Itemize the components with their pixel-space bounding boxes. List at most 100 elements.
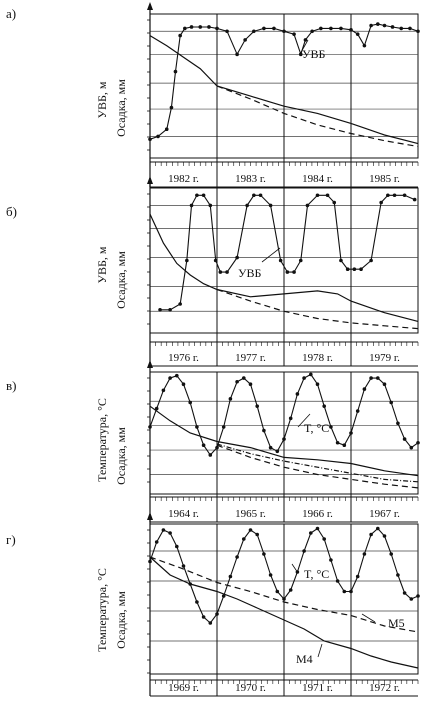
data-point (215, 26, 219, 31)
annotation-leader (317, 643, 323, 658)
data-point (389, 552, 394, 556)
data-point (339, 258, 343, 263)
data-point (189, 25, 194, 29)
x-tick-label: 1969 г. (168, 682, 199, 694)
data-point (305, 203, 310, 208)
data-point (195, 425, 199, 429)
data-point (335, 440, 340, 445)
data-point (201, 615, 206, 619)
data-point (402, 437, 407, 441)
data-point (225, 270, 229, 274)
data-point (349, 589, 353, 594)
data-point (268, 573, 273, 577)
series-line (149, 556, 419, 669)
data-point (285, 270, 290, 274)
data-point (402, 193, 407, 198)
data-point (242, 537, 246, 541)
data-point (255, 532, 259, 537)
data-point (275, 589, 280, 594)
data-point (148, 559, 152, 564)
data-point (396, 573, 400, 577)
data-point (342, 443, 347, 448)
data-point (309, 372, 313, 377)
data-point (325, 193, 330, 198)
annotation-label: T, °С (304, 567, 329, 581)
data-point (349, 28, 353, 32)
data-point (248, 382, 253, 387)
data-point (399, 26, 404, 31)
data-point (292, 270, 296, 274)
data-point (402, 591, 407, 595)
data-point (213, 258, 218, 263)
y-axis-arrow (147, 176, 153, 184)
data-point (243, 38, 247, 42)
data-point (242, 376, 246, 380)
data-point (345, 267, 350, 272)
data-point (245, 203, 249, 208)
data-point (282, 597, 286, 601)
annotation-leader (291, 563, 299, 574)
data-point (208, 203, 213, 208)
y-label-top: Температура, °С (95, 568, 109, 652)
x-tick-label: 1976 г. (168, 352, 199, 364)
data-point (298, 258, 303, 263)
data-point (154, 540, 159, 544)
data-point (258, 193, 263, 198)
series-line (149, 35, 419, 145)
x-tick-label: 1964 г. (168, 508, 199, 520)
data-point (175, 544, 179, 549)
series-line (149, 405, 419, 477)
data-point (362, 552, 367, 556)
data-point (272, 26, 276, 31)
y-label-bottom: Осадка, мм (114, 79, 128, 137)
data-point (315, 193, 320, 198)
data-point (342, 589, 347, 594)
data-point (288, 416, 293, 421)
series-line (149, 556, 419, 633)
data-point (262, 552, 266, 556)
data-point (369, 376, 373, 380)
data-point (228, 574, 233, 579)
x-tick-label: 1965 г. (235, 508, 266, 520)
data-point (416, 29, 420, 34)
data-point (235, 52, 239, 57)
data-point (386, 193, 390, 198)
data-point (322, 537, 327, 541)
data-point (362, 387, 367, 391)
data-point (288, 588, 293, 592)
data-point (298, 52, 303, 57)
data-point (225, 29, 229, 34)
annotation-leader (361, 613, 376, 623)
x-tick-label: 1979 г. (369, 352, 400, 364)
y-label-top: УВБ, м (95, 81, 109, 118)
data-point (201, 443, 206, 448)
y-label-top: Температура, °С (95, 398, 109, 482)
data-point (355, 409, 360, 413)
data-point (168, 376, 172, 380)
y-label-bottom: Осадка, мм (114, 427, 128, 485)
series-line (216, 444, 419, 489)
x-tick-label: 1970 г. (235, 682, 266, 694)
x-tick-label: 1971 г. (302, 682, 333, 694)
data-point (319, 26, 323, 31)
data-point (376, 376, 380, 380)
x-tick-label: 1984 г. (302, 173, 333, 185)
panel-label: в) (6, 378, 16, 393)
data-point (255, 404, 259, 408)
data-point (188, 400, 192, 405)
annotation-leader (261, 247, 281, 263)
y-axis-arrow (147, 2, 153, 10)
data-point (309, 531, 313, 535)
data-point (362, 43, 367, 48)
data-point (376, 22, 380, 26)
data-point (148, 425, 152, 429)
data-point (252, 29, 256, 34)
data-point (161, 528, 166, 532)
data-point (352, 267, 357, 272)
data-point (292, 32, 296, 36)
data-point (369, 258, 373, 263)
data-point (154, 406, 159, 411)
data-point (195, 193, 199, 198)
data-point (268, 203, 273, 208)
